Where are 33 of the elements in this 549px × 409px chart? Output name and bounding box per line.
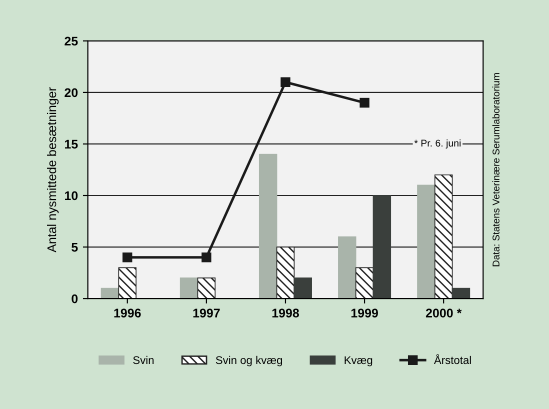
legend-label: Kvæg [344, 356, 372, 366]
y-tick-label: 10 [65, 191, 78, 200]
bar [100, 288, 120, 299]
x-tick-label: 1996 [114, 308, 141, 318]
bar [258, 154, 278, 299]
y-tick-label: 5 [72, 242, 78, 252]
bar [294, 278, 312, 299]
bar [180, 278, 198, 299]
point [280, 77, 290, 87]
legend-label: Årstotal [434, 354, 471, 364]
y-tick-label: 20 [64, 88, 78, 98]
bar [338, 236, 356, 299]
legend-label: Svin [133, 356, 154, 364]
x-tick-label: 1999 [351, 308, 378, 318]
bar [118, 267, 136, 299]
annotation: * Pr. 6. juni [414, 139, 461, 148]
x-tick-label: 1998 [272, 308, 299, 318]
legend-label: Svin og kvæg [216, 356, 282, 366]
x-tick-label: 1997 [193, 308, 220, 318]
bar [197, 278, 216, 299]
y-axis-title: Antal nysmittede besætninger [47, 87, 59, 252]
bar [417, 184, 436, 299]
x-tick-label: 2000 * [426, 308, 462, 318]
text: Data: Statens Veterinære Serumlaboratorium [492, 73, 500, 266]
point [360, 98, 370, 108]
bar [355, 267, 374, 299]
point [202, 252, 212, 262]
y-tick-label: 25 [64, 36, 78, 46]
point [122, 252, 132, 262]
bar [372, 195, 392, 299]
y-tick-label: 15 [65, 140, 78, 149]
y-tick-label: 0 [72, 294, 78, 304]
bar [452, 288, 470, 299]
